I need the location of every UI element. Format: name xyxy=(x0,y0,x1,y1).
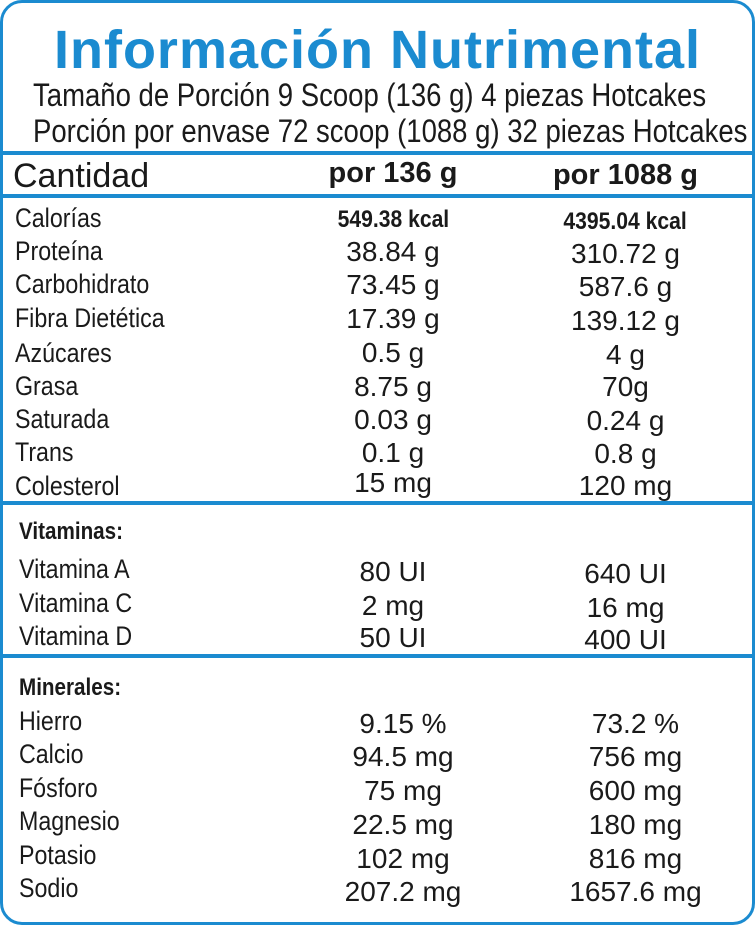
nutrient-value-136g: 73.45 g xyxy=(346,269,440,300)
mineral-value-1088g: 73.2 % xyxy=(591,708,680,739)
nutrient-value-1088g: 0.8 g xyxy=(594,438,657,469)
mineral-value-1088g: 600 mg xyxy=(588,775,683,806)
vitamin-name: Vitamina D xyxy=(19,621,133,651)
mineral-name: Potasio xyxy=(19,840,97,870)
mineral-value-1088g: 816 mg xyxy=(588,843,683,874)
mineral-name: Fósforo xyxy=(19,773,98,803)
nutrient-value-136g: 8.75 g xyxy=(354,371,432,402)
minerals-rule xyxy=(3,654,752,658)
nutrient-value-136g: 0.5 g xyxy=(361,337,425,368)
mineral-name: Hierro xyxy=(19,706,83,736)
header-bottom-rule xyxy=(3,194,752,198)
mineral-value-136g: 102 mg xyxy=(356,843,450,874)
nutrient-value-136g: 0.03 g xyxy=(354,404,432,435)
nutrient-name: Trans xyxy=(15,437,74,467)
servings-per-container: Porción por envase 72 scoop (1088 g) 32 … xyxy=(33,113,748,149)
nutrient-value-136g: 17.39 g xyxy=(346,303,440,334)
label-title: Información Nutrimental xyxy=(53,20,702,80)
header-rule xyxy=(3,151,752,155)
nutrient-name: Proteína xyxy=(15,236,103,266)
mineral-value-1088g: 180 mg xyxy=(588,809,683,840)
nutrient-value-1088g: 139.12 g xyxy=(571,305,680,336)
header-col-per-136g: por 136 g xyxy=(328,157,458,189)
vitamins-rule xyxy=(3,501,752,505)
nutrient-value-136g: 0.1 g xyxy=(361,437,425,468)
minerals-heading: Minerales: xyxy=(19,674,122,701)
nutrient-value-136g: 15 mg xyxy=(354,467,432,498)
nutrient-value-1088g: 310.72 g xyxy=(571,238,680,269)
nutrient-value-1088g: 0.24 g xyxy=(586,405,665,436)
vitamin-value-1088g: 16 mg xyxy=(586,592,665,623)
nutrient-value-136g: 38.84 g xyxy=(346,236,440,267)
header-cantidad: Cantidad xyxy=(13,157,150,195)
nutrient-name: Calorías xyxy=(15,203,102,233)
nutrient-name: Grasa xyxy=(15,371,79,401)
mineral-value-136g: 22.5 mg xyxy=(352,809,454,840)
mineral-value-136g: 9.15 % xyxy=(359,708,447,739)
nutrient-value-1088g: 4395.04 kcal xyxy=(563,208,688,235)
mineral-name: Magnesio xyxy=(19,806,120,836)
vitamin-name: Vitamina C xyxy=(19,588,133,618)
nutrient-value-1088g: 587.6 g xyxy=(578,271,673,302)
nutrient-value-1088g: 4 g xyxy=(606,339,645,370)
nutrient-name: Fibra Dietética xyxy=(15,303,165,333)
nutrient-value-136g: 549.38 kcal xyxy=(337,206,449,233)
vitamin-value-136g: 50 UI xyxy=(359,622,427,653)
vitamin-value-136g: 80 UI xyxy=(359,556,427,587)
mineral-value-136g: 75 mg xyxy=(364,775,442,806)
header-col-per-1088g: por 1088 g xyxy=(552,159,699,191)
nutrient-value-1088g: 70g xyxy=(602,371,649,402)
vitamin-value-1088g: 400 UI xyxy=(584,624,667,655)
nutrient-value-1088g: 120 mg xyxy=(578,470,673,501)
vitamin-value-1088g: 640 UI xyxy=(584,558,667,589)
mineral-value-136g: 94.5 mg xyxy=(352,741,454,772)
vitamin-name: Vitamina A xyxy=(19,554,130,584)
mineral-name: Sodio xyxy=(19,873,79,903)
vitamins-heading: Vitaminas: xyxy=(19,518,124,545)
serving-size: Tamaño de Porción 9 Scoop (136 g) 4 piez… xyxy=(33,77,707,113)
nutrient-name: Azúcares xyxy=(15,338,112,368)
vitamin-value-136g: 2 mg xyxy=(361,590,425,621)
nutrient-name: Saturada xyxy=(15,404,110,434)
mineral-name: Calcio xyxy=(19,739,84,769)
nutrient-name: Colesterol xyxy=(15,471,120,501)
mineral-value-1088g: 756 mg xyxy=(588,741,683,772)
mineral-value-1088g: 1657.6 mg xyxy=(569,876,702,907)
mineral-value-136g: 207.2 mg xyxy=(344,876,462,907)
nutrient-name: Carbohidrato xyxy=(15,269,150,299)
